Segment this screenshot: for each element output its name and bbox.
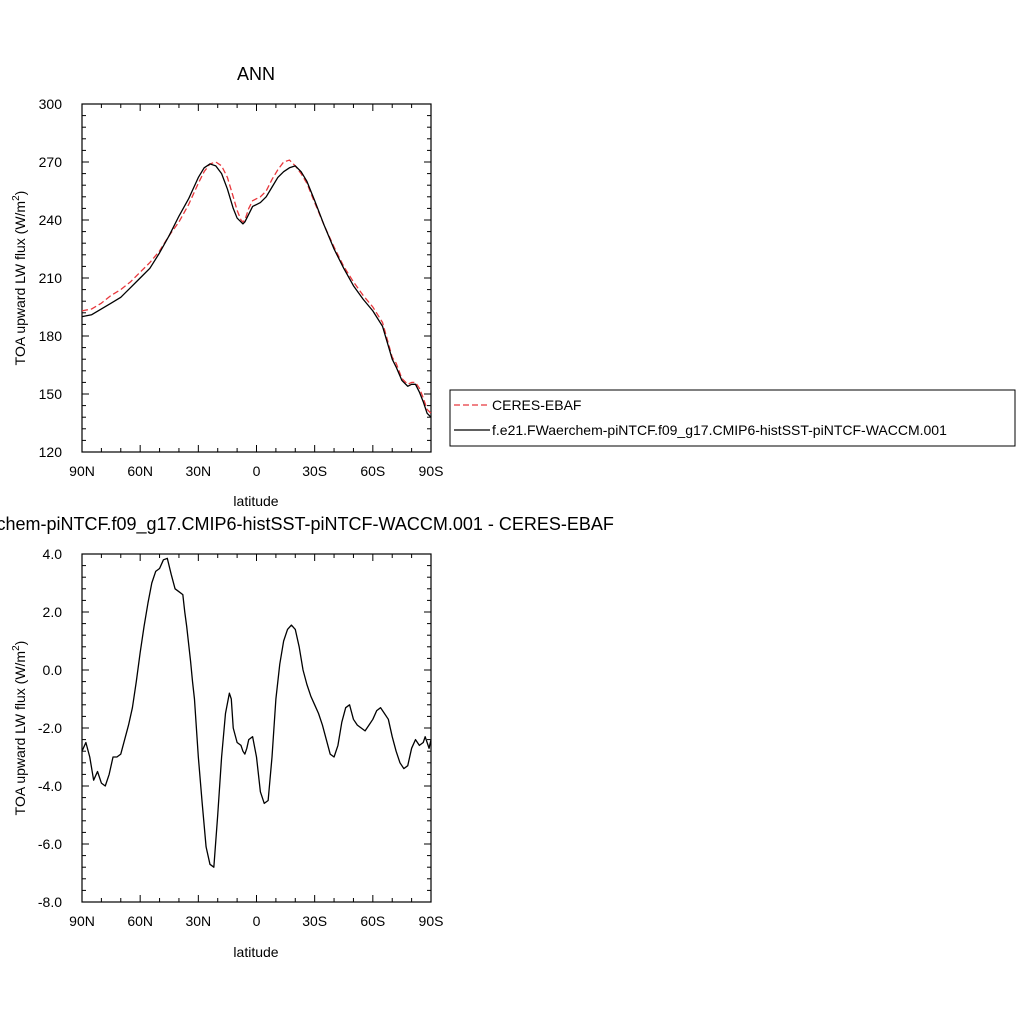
y-tick-label: -4.0 <box>38 778 62 794</box>
x-tick-label: 60N <box>127 913 153 929</box>
plot-frame <box>81 103 432 453</box>
x-tick-label: 30S <box>302 463 327 479</box>
x-tick-label: 90S <box>419 913 444 929</box>
y-tick-label: 210 <box>39 270 63 286</box>
y-axis-label-end: ) <box>12 641 28 646</box>
plot-area: 90N 60N 30N 0 30S 60S 90S -8.0 -6.0 -4.0 -2.0 0.0 2.… <box>38 546 444 929</box>
y-axis-label-sup: 2 <box>11 195 22 201</box>
lower-plot: f.e21.FWaerchem-piNTCF.f09_g17.CMIP6-his… <box>0 514 614 960</box>
y-axis-label-end: ) <box>12 191 28 196</box>
upper-plot: ANN 90N 60N 30N 0 30S 60S 90S 120 150 180 210 240 27… <box>11 64 1016 509</box>
x-tick-label: 30S <box>302 913 327 929</box>
y-tick-label: 270 <box>39 154 63 170</box>
legend-label-model: f.e21.FWaerchem-piNTCF.f09_g17.CMIP6-his… <box>492 422 947 438</box>
chart-title: ANN <box>237 64 275 84</box>
y-tick-label: 300 <box>39 96 63 112</box>
x-tick-label: 60S <box>360 913 385 929</box>
x-tick-label: 90S <box>419 463 444 479</box>
y-axis-label-main: TOA upward LW flux (W/m <box>12 201 28 365</box>
plot-frame <box>81 553 432 903</box>
y-tick-label: -6.0 <box>38 836 62 852</box>
x-tick-label: 0 <box>253 913 261 929</box>
plot-area: 90N 60N 30N 0 30S 60S 90S 120 150 180 210 240 270 300 <box>39 96 444 479</box>
y-tick-label: 4.0 <box>43 546 63 562</box>
y-tick-label: 0.0 <box>43 662 63 678</box>
legend-box <box>449 389 1016 447</box>
y-axis-label: TOA upward LW flux (W/m2) <box>11 191 28 366</box>
x-tick-label: 60S <box>360 463 385 479</box>
y-tick-label: 240 <box>39 212 63 228</box>
y-axis-label-sup: 2 <box>11 645 22 651</box>
series-line-0 <box>81 159 432 414</box>
chart-title: f.e21.FWaerchem-piNTCF.f09_g17.CMIP6-his… <box>0 514 614 535</box>
series-line-1 <box>81 163 432 418</box>
x-axis-label: latitude <box>233 493 278 509</box>
y-axis-label: TOA upward LW flux (W/m2) <box>11 641 28 816</box>
y-tick-label: 180 <box>39 328 63 344</box>
y-tick-label: -8.0 <box>38 894 62 910</box>
y-tick-label: 120 <box>39 444 63 460</box>
x-tick-label: 0 <box>253 463 261 479</box>
x-tick-label: 30N <box>185 463 211 479</box>
x-tick-label: 90N <box>69 913 95 929</box>
x-tick-label: 60N <box>127 463 153 479</box>
x-tick-label: 30N <box>185 913 211 929</box>
y-axis-label-main: TOA upward LW flux (W/m <box>12 651 28 815</box>
x-axis-label: latitude <box>233 944 278 960</box>
y-tick-label: 2.0 <box>43 604 63 620</box>
x-tick-label: 90N <box>69 463 95 479</box>
y-tick-label: 150 <box>39 386 63 402</box>
legend: CERES-EBAF f.e21.FWaerchem-piNTCF.f09_g1… <box>449 389 1016 447</box>
series-line-0 <box>81 557 432 868</box>
legend-label-ceres: CERES-EBAF <box>492 397 581 413</box>
y-tick-label: -2.0 <box>38 720 62 736</box>
